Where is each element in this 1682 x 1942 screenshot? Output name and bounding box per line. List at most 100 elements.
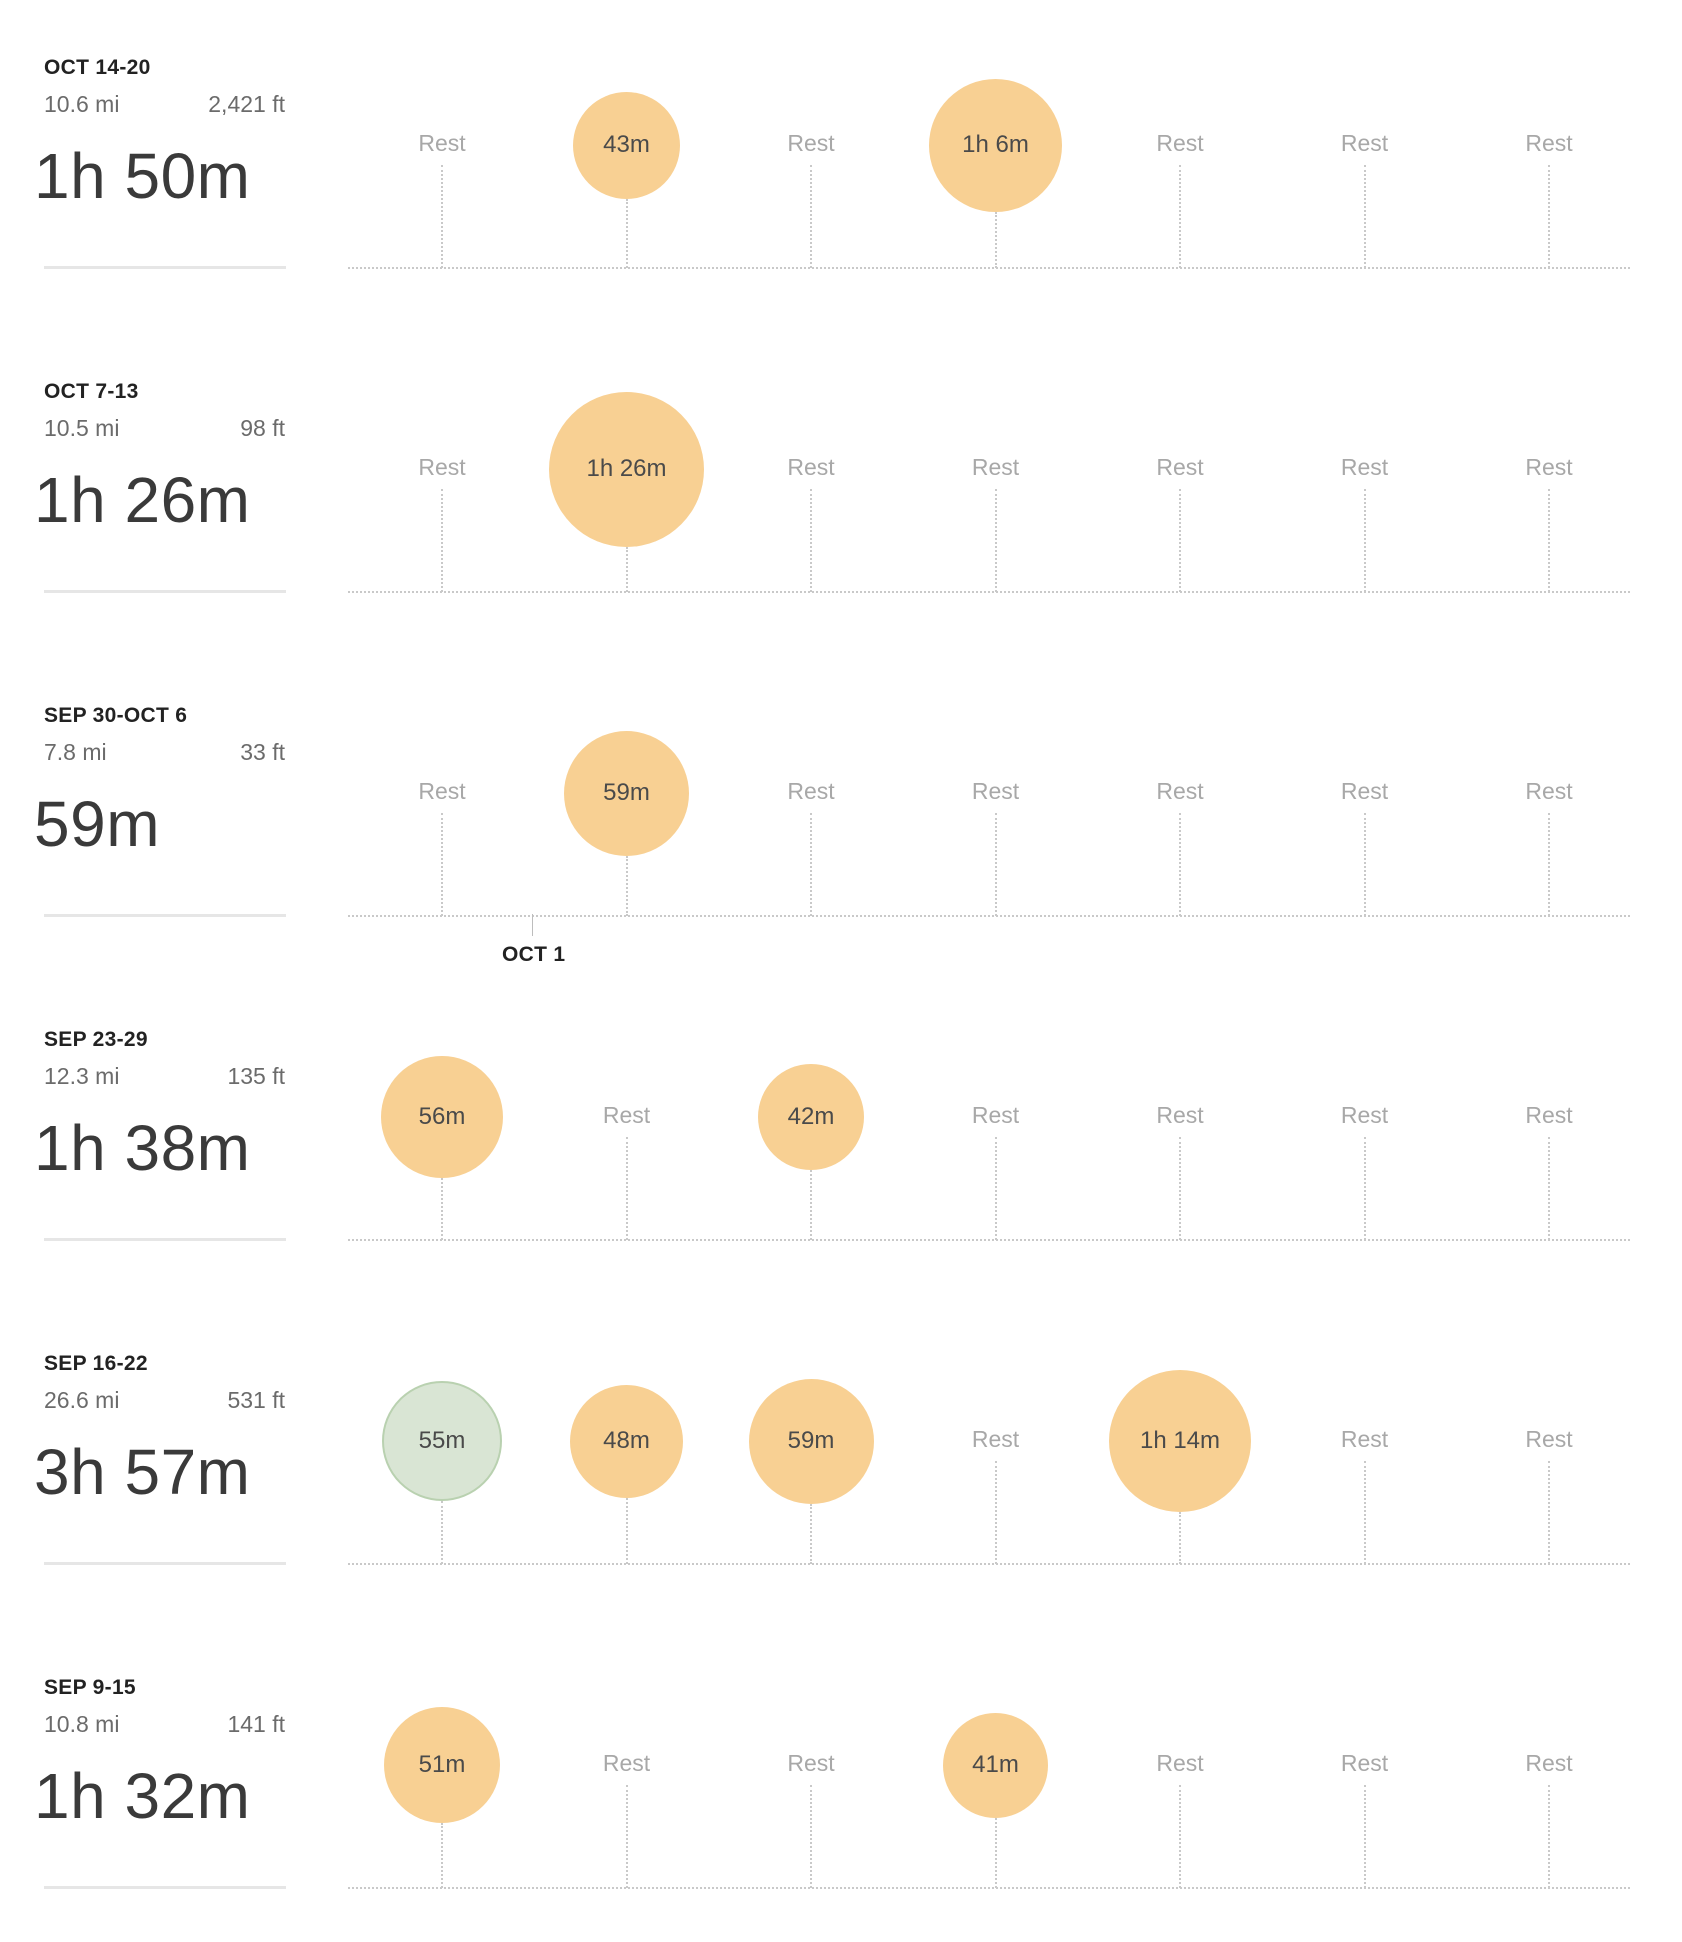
rest-label: Rest (1156, 130, 1204, 156)
rest-label: Rest (1340, 1750, 1389, 1776)
week-total-duration: 1h 32m (34, 1760, 251, 1832)
day-stem (994, 1817, 997, 1888)
rest-label: Rest (971, 778, 1020, 804)
timeline-baseline (348, 1239, 1630, 1241)
day-stem (1548, 489, 1550, 592)
day-stem (441, 489, 443, 592)
activity-bubble[interactable]: 1h 26m (549, 391, 704, 547)
timeline-baseline (348, 915, 1630, 917)
rest-label: Rest (971, 454, 1020, 480)
activity-bubble[interactable]: 1h 14m (1109, 1370, 1251, 1512)
summary-divider (44, 1238, 286, 1241)
day-stem (441, 165, 443, 268)
week-distance: 10.8 mi (44, 1711, 120, 1737)
week-total-duration: 3h 57m (34, 1436, 251, 1508)
rest-label: Rest (1340, 130, 1389, 156)
day-stem (1179, 1785, 1181, 1888)
rest-label: Rest (1525, 130, 1573, 156)
rest-label: Rest (602, 1102, 651, 1128)
rest-label: Rest (787, 1750, 835, 1776)
day-stem (625, 546, 628, 592)
day-stem (1548, 165, 1550, 268)
timeline-baseline (348, 1563, 1630, 1565)
day-stem (1363, 1461, 1366, 1564)
week-label: SEP 16-22 (44, 1352, 148, 1375)
day-stem (1548, 1461, 1550, 1564)
week-row[interactable]: SEP 16-22 26.6 mi 531 ft 3h 57m 55m 48m 59m Res… (0, 1296, 1682, 1618)
day-stem (994, 1137, 997, 1240)
activity-bubble[interactable]: 55m (382, 1381, 502, 1501)
activity-bubble[interactable]: 48m (570, 1384, 683, 1498)
day-stem (625, 1137, 628, 1240)
week-row[interactable]: SEP 30-OCT 6 7.8 mi 33 ft 59m Rest 59m Rest Res… (0, 648, 1682, 970)
day-stem (1363, 813, 1366, 916)
day-stem (625, 1497, 628, 1564)
day-stem (1179, 813, 1181, 916)
timeline-baseline (348, 591, 1630, 593)
rest-label: Rest (602, 1750, 651, 1776)
week-elevation: 531 ft (227, 1387, 285, 1413)
summary-divider (44, 266, 286, 269)
day-stem (994, 813, 997, 916)
rest-label: Rest (787, 454, 835, 480)
day-stem (994, 489, 997, 592)
day-stem (1179, 165, 1181, 268)
activity-bubble[interactable]: 59m (748, 1378, 874, 1504)
day-stem (625, 855, 628, 916)
activity-bubble[interactable]: 1h 6m (929, 78, 1062, 212)
activity-bubble[interactable]: 59m (564, 730, 689, 856)
day-stem (625, 1785, 628, 1888)
weekly-activity-list: OCT 14-20 10.6 mi 2,421 ft 1h 50m Rest 43m Res… (0, 0, 1682, 1889)
rest-label: Rest (1340, 778, 1389, 804)
day-stem (810, 1785, 812, 1888)
day-stem (810, 489, 812, 592)
week-elevation: 2,421 ft (208, 91, 285, 117)
rest-label: Rest (971, 1102, 1020, 1128)
week-total-duration: 1h 50m (34, 140, 251, 212)
week-elevation: 135 ft (227, 1063, 285, 1089)
week-row[interactable]: SEP 23-29 12.3 mi 135 ft 1h 38m 56m Rest 42m Re… (0, 972, 1682, 1294)
activity-bubble[interactable]: 56m (381, 1056, 503, 1178)
week-row[interactable]: OCT 14-20 10.6 mi 2,421 ft 1h 50m Rest 43m Res… (0, 0, 1682, 322)
day-stem (1363, 1785, 1366, 1888)
activity-bubble[interactable]: 41m (943, 1712, 1048, 1818)
week-distance: 10.5 mi (44, 415, 120, 441)
rest-label: Rest (418, 454, 466, 480)
day-stem (1363, 165, 1366, 268)
week-distance: 26.6 mi (44, 1387, 120, 1413)
week-total-duration: 1h 26m (34, 464, 251, 536)
day-stem (810, 813, 812, 916)
day-stem (1548, 813, 1550, 916)
timeline-baseline (348, 267, 1630, 269)
week-label: OCT 14-20 (44, 56, 151, 79)
week-label: SEP 30-OCT 6 (44, 704, 188, 727)
week-row[interactable]: SEP 9-15 10.8 mi 141 ft 1h 32m 51m Rest Rest 41… (0, 1620, 1682, 1942)
day-stem (1179, 489, 1181, 592)
day-stem (1363, 1137, 1366, 1240)
activity-bubble[interactable]: 42m (758, 1064, 864, 1170)
timeline-baseline (348, 1887, 1630, 1889)
rest-label: Rest (1525, 1426, 1573, 1452)
rest-label: Rest (1525, 1102, 1573, 1128)
day-stem (1548, 1137, 1550, 1240)
rest-label: Rest (1156, 1102, 1204, 1128)
week-row[interactable]: OCT 7-13 10.5 mi 98 ft 1h 26m Rest 1h 26m Rest… (0, 324, 1682, 646)
month-marker-label: OCT 1 (502, 943, 566, 966)
rest-label: Rest (1340, 1426, 1389, 1452)
rest-label: Rest (1525, 1750, 1573, 1776)
day-stem (810, 1503, 812, 1564)
summary-divider (44, 590, 286, 593)
day-stem (441, 1501, 443, 1564)
summary-divider (44, 1562, 286, 1565)
activity-bubble[interactable]: 51m (384, 1707, 500, 1823)
day-stem (810, 1170, 812, 1240)
rest-label: Rest (418, 778, 466, 804)
day-stem (441, 1823, 443, 1888)
week-elevation: 141 ft (227, 1711, 285, 1737)
day-stem (994, 211, 997, 268)
day-stem (1548, 1785, 1550, 1888)
activity-bubble[interactable]: 43m (573, 91, 680, 199)
rest-label: Rest (1525, 454, 1573, 480)
day-stem (994, 1461, 997, 1564)
day-stem (810, 165, 812, 268)
